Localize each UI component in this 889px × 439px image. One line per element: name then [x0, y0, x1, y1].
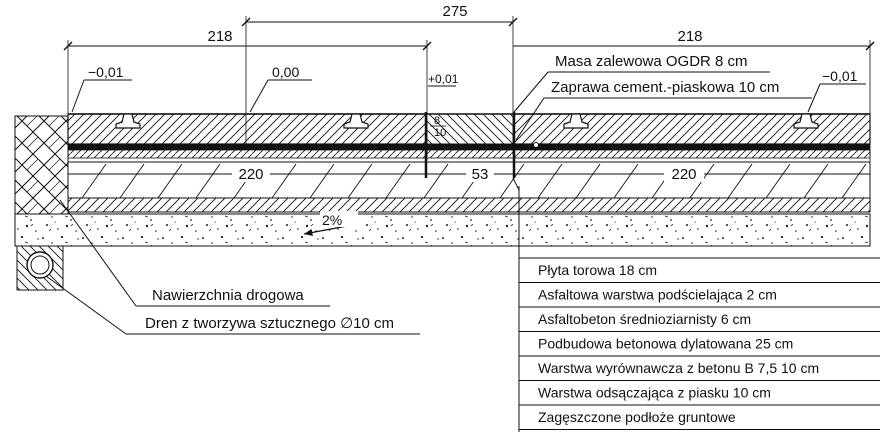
- dimension-label-218-left: 218: [207, 28, 232, 45]
- layer-item: Zagęszczone podłoże gruntowe: [538, 409, 736, 425]
- track-slab-right: [513, 113, 871, 145]
- dimension-label-53: 53: [472, 166, 489, 183]
- svg-text:Dren z tworzywa sztucznego ∅10: Dren z tworzywa sztucznego ∅10 cm: [145, 315, 394, 332]
- elevation-left: −0,01: [71, 64, 132, 113]
- svg-text:Zaprawa cement.-piaskowa 10 cm: Zaprawa cement.-piaskowa 10 cm: [551, 79, 779, 96]
- drain-pipe: [16, 246, 64, 291]
- track-slab-left: [67, 113, 427, 145]
- layer-legend: Płyta torowa 18 cm Asfaltowa warstwa podś…: [512, 177, 880, 432]
- cross-section: 8 10: [14, 112, 871, 247]
- layer-item: Warstwa odsączająca z piasku 10 cm: [538, 385, 771, 401]
- svg-text:2%: 2%: [322, 212, 342, 228]
- callout-joint-fill: Masa zalewowa OGDR 8 cm: [513, 53, 770, 113]
- callout-road-surface: Nawierzchnia drogowa: [59, 199, 330, 307]
- svg-text:10: 10: [434, 127, 446, 139]
- layer-item: Płyta torowa 18 cm: [538, 262, 657, 278]
- svg-text:Nawierzchnia drogowa: Nawierzchnia drogowa: [152, 287, 304, 304]
- callout-drain: Dren z tworzywa sztucznego ∅10 cm: [45, 275, 420, 335]
- elevation-right: −0,01: [807, 68, 866, 113]
- road-surface-hatch: [14, 115, 69, 215]
- levelling-layer: [67, 197, 871, 213]
- svg-text:0,00: 0,00: [272, 64, 299, 80]
- dimension-label-220-left: 220: [238, 166, 263, 183]
- layer-item: Asfaltowa warstwa podścielająca 2 cm: [538, 287, 777, 303]
- svg-text:8: 8: [434, 115, 440, 127]
- svg-text:−0,01: −0,01: [822, 68, 858, 84]
- dimension-label-218-right: 218: [677, 28, 702, 45]
- dimension-top-275: 275: [241, 3, 518, 155]
- layer-item: Podbudowa betonowa dylatowana 25 cm: [538, 336, 793, 352]
- dimension-label-275: 275: [442, 3, 467, 20]
- svg-text:+0,01: +0,01: [428, 72, 459, 86]
- dimension-bottom: 220 53 220: [68, 164, 870, 183]
- elevation-joint: +0,01: [428, 72, 459, 87]
- elevation-center: 0,00: [249, 64, 312, 113]
- svg-text:Masa zalewowa OGDR 8 cm: Masa zalewowa OGDR 8 cm: [555, 53, 748, 70]
- svg-text:−0,01: −0,01: [88, 64, 124, 80]
- drainage-layer: [14, 213, 871, 247]
- layer-item: Asfaltobeton średnioziarnisty 6 cm: [538, 311, 751, 327]
- rail-profiles: [115, 113, 819, 129]
- layer-item: Warstwa wyrównawcza z betonu B 7,5 10 cm: [538, 360, 819, 376]
- slope-indicator: 2%: [303, 211, 359, 237]
- dimension-label-220-right: 220: [671, 166, 696, 183]
